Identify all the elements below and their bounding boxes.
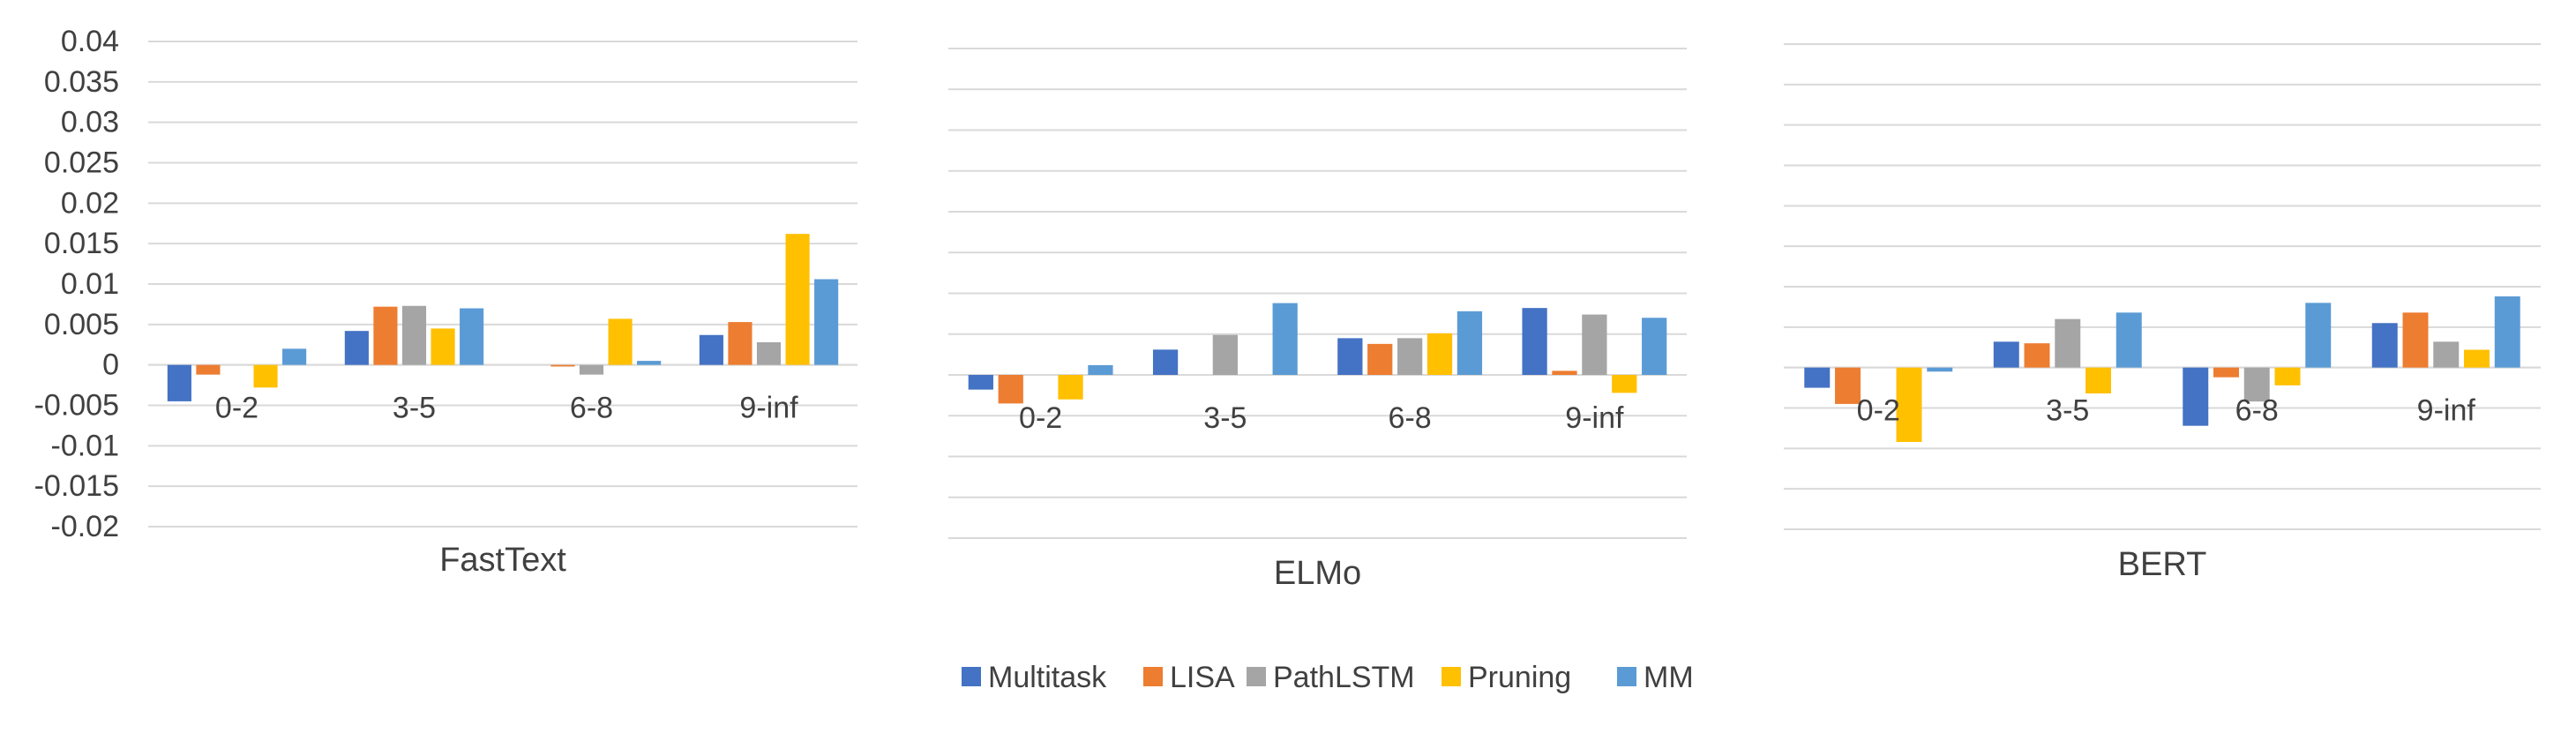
bar-lisa-3-5 <box>373 306 398 365</box>
x-tick-label: 6-8 <box>570 392 613 425</box>
bar-lisa-9-inf <box>1552 370 1577 375</box>
bar-pathlstm-3-5 <box>2055 318 2081 368</box>
panel-bert: 0-2 3-5 6-8 9-inf BERT <box>1784 43 2541 583</box>
bar-mm-6-8 <box>1456 311 1483 375</box>
x-tick-label: 9-inf <box>739 392 798 425</box>
bar-pruning-6-8 <box>2274 367 2301 385</box>
bar-pruning-0-2 <box>1896 367 1922 442</box>
bar-pruning-9-inf <box>1612 375 1637 393</box>
legend-label-multitask: Multitask <box>988 661 1107 694</box>
x-tick-label: 3-5 <box>2046 394 2089 428</box>
panel-fasttext: 0.04 0.035 0.03 0.025 0.02 0.015 0.01 0.005 0 -0.… <box>34 25 857 579</box>
y-tick-label: -0.005 <box>34 389 119 423</box>
bar-mm-0-2 <box>1927 367 1953 372</box>
bar-lisa-9-inf <box>2402 312 2429 368</box>
bar-multitask-9-inf <box>699 334 723 365</box>
bar-lisa-6-8 <box>1367 343 1393 375</box>
y-tick-label: 0.035 <box>44 65 119 99</box>
panel-title: ELMo <box>1274 555 1361 592</box>
bar-multitask-3-5 <box>1993 341 2019 368</box>
bar-lisa-0-2 <box>998 375 1023 404</box>
x-tick-label: 0-2 <box>1857 394 1900 428</box>
x-tick-label: 6-8 <box>1389 401 1432 435</box>
y-tick-label: 0.025 <box>44 146 119 180</box>
x-tick-label: 9-inf <box>2417 394 2476 428</box>
bar-multitask-9-inf <box>1522 308 1547 375</box>
bar-mm-9-inf <box>814 279 839 365</box>
bar-pathlstm-9-inf <box>2433 341 2460 368</box>
bar-multitask-6-8 <box>1337 338 1363 375</box>
x-tick-label: 0-2 <box>1019 401 1062 435</box>
bar-multitask-0-2 <box>167 364 191 401</box>
y-tick-label: 0 <box>102 348 119 382</box>
bar-pathlstm-9-inf <box>756 342 782 365</box>
x-tick-label: 3-5 <box>393 392 436 425</box>
bar-lisa-6-8 <box>2213 367 2239 378</box>
x-tick-label: 0-2 <box>215 392 258 425</box>
legend-label-mm: MM <box>1644 661 1694 694</box>
bar-lisa-6-8 <box>550 364 575 367</box>
bar-mm-0-2 <box>282 348 307 365</box>
bar-mm-6-8 <box>2305 303 2332 368</box>
bar-pruning-6-8 <box>608 318 633 365</box>
bar-mm-6-8 <box>637 361 662 365</box>
y-tick-label: 0.04 <box>61 25 119 58</box>
bar-pathlstm-6-8 <box>1397 338 1423 375</box>
bar-pathlstm-3-5 <box>401 305 427 365</box>
bar-pruning-3-5 <box>431 328 455 365</box>
legend-swatch-pathlstm <box>1247 667 1266 686</box>
bar-pruning-0-2 <box>253 364 278 388</box>
y-tick-label: 0.005 <box>44 308 119 341</box>
bar-mm-0-2 <box>1088 364 1113 375</box>
bar-mm-3-5 <box>460 308 484 365</box>
panel-elmo: 0-2 3-5 6-8 9-inf ELMo <box>948 48 1687 592</box>
legend-label-lisa: LISA <box>1170 661 1235 694</box>
y-tick-label: 0.03 <box>61 106 119 139</box>
bar-lisa-9-inf <box>728 322 753 365</box>
legend-swatch-lisa <box>1143 667 1163 686</box>
bar-pruning-9-inf <box>785 234 810 365</box>
x-tick-label: 3-5 <box>1203 401 1247 435</box>
bar-multitask-0-2 <box>968 375 993 390</box>
bar-lisa-3-5 <box>2024 343 2050 368</box>
bar-pruning-6-8 <box>1427 333 1453 375</box>
y-tick-label: -0.015 <box>34 469 119 503</box>
bar-lisa-0-2 <box>1835 367 1861 404</box>
bar-mm-9-inf <box>2494 296 2520 368</box>
panel-title: BERT <box>2118 546 2207 583</box>
legend-label-pruning: Pruning <box>1468 661 1571 694</box>
legend-swatch-multitask <box>962 667 981 686</box>
y-tick-label: 0.01 <box>61 267 119 301</box>
bar-lisa-0-2 <box>196 364 221 375</box>
bar-pathlstm-3-5 <box>1212 334 1238 375</box>
y-tick-label: -0.01 <box>51 429 120 462</box>
x-tick-label: 9-inf <box>1565 401 1624 435</box>
bar-pathlstm-6-8 <box>579 364 604 375</box>
x-tick-label: 6-8 <box>2235 394 2279 428</box>
bar-multitask-3-5 <box>1152 349 1179 375</box>
bar-multitask-0-2 <box>1804 367 1831 388</box>
legend: Multitask LISA PathLSTM Pruning MM <box>962 661 1694 694</box>
bar-mm-3-5 <box>2115 312 2142 368</box>
bar-mm-3-5 <box>1272 303 1298 375</box>
y-tick-label: 0.015 <box>44 227 119 260</box>
legend-swatch-pruning <box>1442 667 1461 686</box>
legend-label-pathlstm: PathLSTM <box>1273 661 1415 694</box>
bar-mm-9-inf <box>1642 318 1667 375</box>
bar-pathlstm-6-8 <box>2243 367 2270 402</box>
bar-multitask-6-8 <box>2183 367 2209 426</box>
bar-pruning-3-5 <box>2086 367 2111 393</box>
bar-pruning-9-inf <box>2464 349 2490 368</box>
bar-multitask-3-5 <box>344 331 369 365</box>
y-tick-label: 0.02 <box>61 186 119 220</box>
panel-title: FastText <box>439 542 566 579</box>
bar-pathlstm-9-inf <box>1582 314 1607 375</box>
bar-pruning-0-2 <box>1058 375 1083 400</box>
y-tick-label: -0.02 <box>51 510 120 543</box>
legend-swatch-mm <box>1617 667 1636 686</box>
bar-multitask-9-inf <box>2371 323 2398 368</box>
